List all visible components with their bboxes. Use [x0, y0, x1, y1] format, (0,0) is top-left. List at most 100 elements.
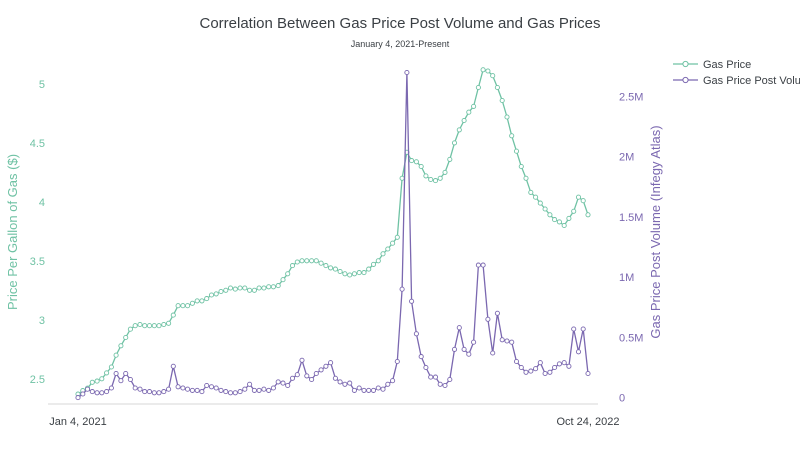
data-point-post-volume[interactable] [466, 351, 472, 357]
data-point-post-volume[interactable] [394, 358, 400, 365]
data-point-gas-price[interactable] [413, 159, 419, 165]
data-point-post-volume[interactable] [342, 381, 348, 387]
data-point-gas-price[interactable] [418, 163, 424, 170]
data-point-post-volume[interactable] [471, 339, 477, 345]
data-point-post-volume[interactable] [251, 387, 257, 393]
data-point-post-volume[interactable] [442, 382, 448, 389]
data-point-post-volume[interactable] [375, 385, 381, 391]
data-point-gas-price[interactable] [275, 283, 281, 289]
data-point-gas-price[interactable] [318, 260, 324, 266]
data-point-gas-price[interactable] [208, 292, 215, 298]
data-point-gas-price[interactable] [156, 323, 162, 329]
data-point-post-volume[interactable] [146, 389, 153, 395]
data-point-gas-price[interactable] [204, 296, 210, 302]
legend-item-gas-price[interactable]: Gas Price [673, 59, 751, 71]
data-point-gas-price[interactable] [466, 109, 472, 115]
data-point-gas-price[interactable] [247, 287, 253, 293]
data-point-post-volume[interactable] [428, 374, 434, 380]
data-point-post-volume[interactable] [509, 339, 515, 345]
data-point-post-volume[interactable] [480, 262, 486, 268]
data-point-gas-price[interactable] [571, 208, 577, 214]
data-point-post-volume[interactable] [328, 360, 334, 366]
data-point-gas-price[interactable] [270, 284, 276, 290]
data-point-gas-price[interactable] [456, 127, 462, 133]
data-point-post-volume[interactable] [556, 361, 562, 367]
data-point-post-volume[interactable] [261, 386, 267, 392]
data-point-gas-price[interactable] [480, 67, 486, 73]
data-point-post-volume[interactable] [218, 387, 224, 393]
data-point-post-volume[interactable] [242, 386, 248, 392]
data-point-post-volume[interactable] [232, 390, 238, 396]
data-point-post-volume[interactable] [451, 346, 458, 352]
data-point-post-volume[interactable] [447, 376, 453, 383]
data-point-gas-price[interactable] [175, 303, 181, 309]
data-point-post-volume[interactable] [351, 387, 357, 393]
data-point-post-volume[interactable] [166, 386, 172, 392]
data-point-post-volume[interactable] [313, 370, 319, 377]
data-point-post-volume[interactable] [256, 387, 262, 393]
data-point-gas-price[interactable] [585, 212, 591, 218]
data-point-gas-price[interactable] [123, 334, 129, 341]
data-point-gas-price[interactable] [580, 198, 586, 204]
data-point-post-volume[interactable] [180, 385, 186, 391]
data-point-gas-price[interactable] [518, 163, 524, 170]
data-point-gas-price[interactable] [542, 206, 548, 212]
data-point-post-volume[interactable] [132, 385, 138, 391]
data-point-post-volume[interactable] [189, 387, 195, 393]
data-point-gas-price[interactable] [313, 258, 319, 264]
data-point-gas-price[interactable] [485, 68, 491, 74]
data-point-gas-price[interactable] [490, 73, 496, 79]
data-point-gas-price[interactable] [509, 133, 515, 139]
data-point-gas-price[interactable] [351, 271, 357, 277]
data-point-gas-price[interactable] [451, 140, 458, 146]
data-point-gas-price[interactable] [328, 265, 334, 271]
data-point-post-volume[interactable] [285, 382, 291, 389]
data-point-post-volume[interactable] [461, 346, 467, 352]
data-point-post-volume[interactable] [499, 337, 505, 343]
data-point-post-volume[interactable] [356, 385, 362, 391]
data-point-gas-price[interactable] [166, 320, 172, 326]
data-point-post-volume[interactable] [432, 374, 439, 380]
data-point-post-volume[interactable] [423, 364, 429, 371]
data-point-post-volume[interactable] [142, 389, 148, 395]
data-point-gas-price[interactable] [242, 285, 248, 291]
data-point-gas-price[interactable] [375, 258, 381, 264]
data-point-gas-price[interactable] [566, 215, 572, 221]
data-point-post-volume[interactable] [585, 370, 591, 377]
data-point-gas-price[interactable] [199, 298, 205, 304]
data-point-gas-price[interactable] [266, 284, 272, 290]
data-point-post-volume[interactable] [504, 338, 510, 344]
data-point-gas-price[interactable] [461, 117, 467, 124]
data-point-gas-price[interactable] [442, 169, 448, 175]
data-point-gas-price[interactable] [385, 246, 391, 252]
data-point-gas-price[interactable] [146, 323, 153, 329]
data-point-post-volume[interactable] [547, 369, 553, 375]
data-point-gas-price[interactable] [118, 343, 124, 349]
data-point-post-volume[interactable] [566, 363, 572, 369]
data-point-gas-price[interactable] [347, 272, 353, 278]
data-point-post-volume[interactable] [213, 385, 219, 391]
data-point-post-volume[interactable] [208, 384, 215, 390]
data-point-post-volume[interactable] [247, 381, 253, 387]
data-point-post-volume[interactable] [185, 386, 191, 392]
data-point-gas-price[interactable] [547, 212, 553, 218]
data-point-post-volume[interactable] [194, 387, 200, 393]
data-point-gas-price[interactable] [180, 303, 186, 309]
data-point-post-volume[interactable] [580, 326, 586, 332]
data-point-gas-price[interactable] [471, 103, 477, 109]
data-point-post-volume[interactable] [309, 376, 315, 383]
data-point-gas-price[interactable] [361, 270, 367, 276]
data-point-gas-price[interactable] [256, 285, 262, 291]
data-point-gas-price[interactable] [132, 323, 138, 329]
data-point-gas-price[interactable] [185, 303, 191, 309]
data-point-post-volume[interactable] [456, 325, 462, 331]
data-point-gas-price[interactable] [552, 217, 558, 223]
data-point-post-volume[interactable] [533, 366, 539, 372]
data-point-post-volume[interactable] [347, 380, 353, 386]
data-point-gas-price[interactable] [142, 323, 148, 329]
data-point-post-volume[interactable] [270, 385, 276, 391]
data-point-gas-price[interactable] [151, 323, 157, 329]
data-point-gas-price[interactable] [99, 376, 105, 382]
data-point-post-volume[interactable] [523, 369, 529, 375]
data-point-post-volume[interactable] [137, 386, 143, 392]
